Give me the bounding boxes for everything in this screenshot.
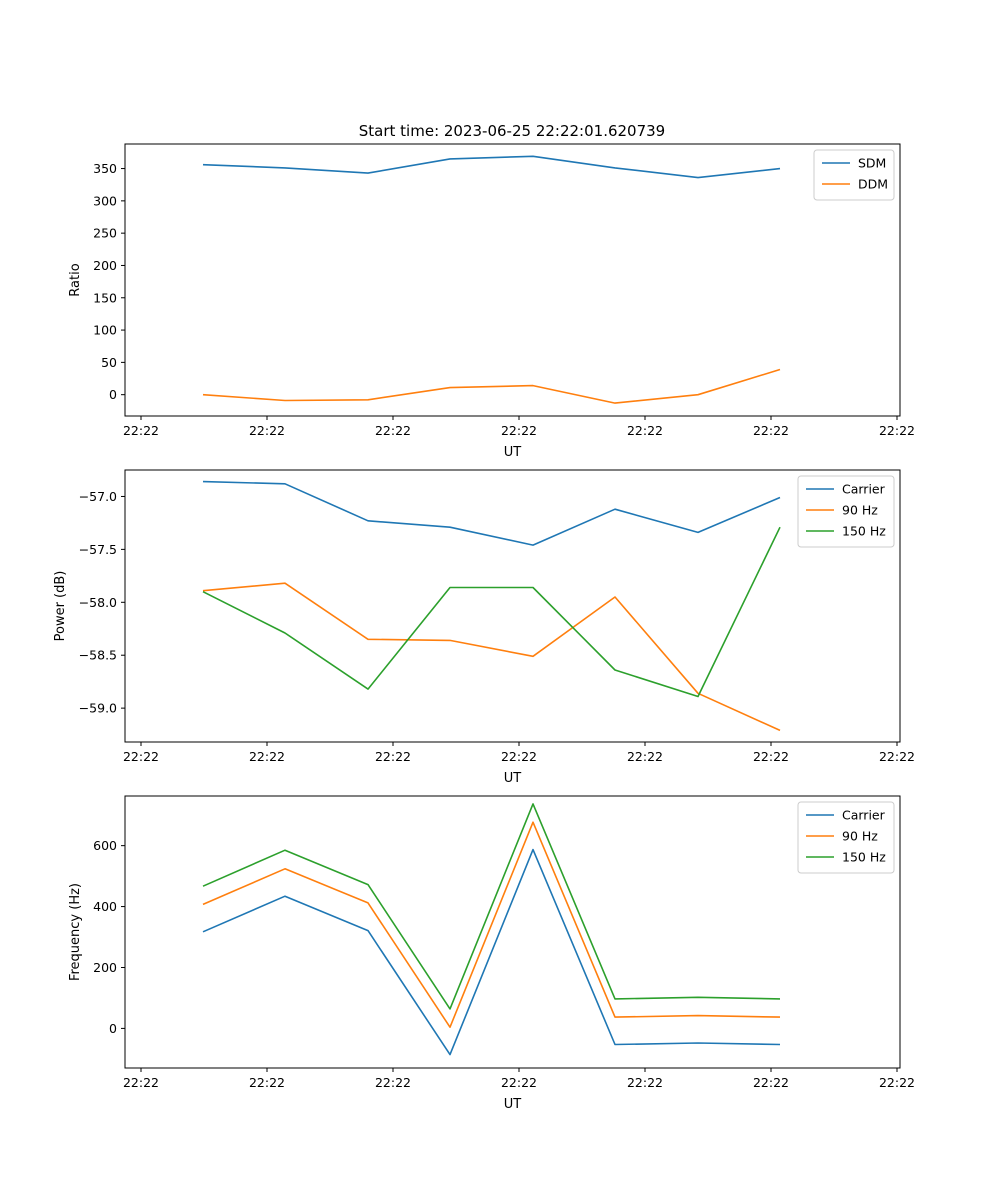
x-tick-label: 22:22 [879,749,915,764]
legend-label: SDM [858,156,886,171]
y-tick-label: −59.0 [79,701,117,716]
series-line-90-hz [202,582,781,732]
x-tick-label: 22:22 [249,1075,285,1090]
x-tick-label: 22:22 [123,1075,159,1090]
legend-box [797,801,895,874]
y-tick-label: 300 [93,193,117,208]
x-tick-label: 22:22 [753,749,789,764]
x-tick-label: 22:22 [627,1075,663,1090]
x-tick-label: 22:22 [501,749,537,764]
x-tick-label: 22:22 [249,423,285,438]
y-axis-label: Power (dB) [53,571,68,642]
y-tick-label: 0 [109,387,117,402]
series-line-90-hz [202,821,781,1028]
x-tick-label: 22:22 [627,749,663,764]
x-axis-label: UT [504,445,522,460]
x-tick-label: 22:22 [249,749,285,764]
figure-title: Start time: 2023-06-25 22:22:01.620739 [359,122,665,140]
y-tick-label: 100 [93,323,117,338]
x-tick-label: 22:22 [375,1075,411,1090]
legend-label: DDM [858,177,888,192]
y-tick-label: 150 [93,290,117,305]
series-line-carrier [202,480,781,546]
series-line-sdm [202,155,781,179]
legend-label: Carrier [842,808,886,823]
y-tick-label: 350 [93,161,117,176]
x-tick-label: 22:22 [501,1075,537,1090]
x-tick-label: 22:22 [375,423,411,438]
y-tick-label: 50 [101,355,117,370]
series-line-150-hz [202,526,781,698]
axes-frame [124,795,901,1069]
legend-label: Carrier [842,482,886,497]
y-tick-label: −58.0 [79,595,117,610]
x-tick-label: 22:22 [123,749,159,764]
y-tick-label: 400 [93,899,117,914]
x-axis-label: UT [504,771,522,786]
y-tick-label: 200 [93,258,117,273]
y-axis-label: Frequency (Hz) [68,883,83,981]
y-tick-label: −58.5 [79,648,117,663]
x-tick-label: 22:22 [879,1075,915,1090]
y-axis-label: Ratio [68,263,83,296]
y-tick-label: 600 [93,838,117,853]
x-tick-label: 22:22 [501,423,537,438]
legend-label: 150 Hz [842,850,886,865]
axes-frame [124,469,901,743]
x-tick-label: 22:22 [123,423,159,438]
series-line-carrier [202,848,781,1056]
y-tick-label: −57.0 [79,489,117,504]
power-panel: 22:22 22:22 22:22 22:22 22:22 22:22 22:22 UT −57… [53,469,915,786]
series-line-ddm [202,368,781,404]
series-line-150-hz [202,803,781,1010]
x-axis-label: UT [504,1097,522,1112]
frequency-panel: 22:22 22:22 22:22 22:22 22:22 22:22 22:22 UT 0 20… [68,795,915,1112]
y-tick-label: 0 [109,1021,117,1036]
x-tick-label: 22:22 [879,423,915,438]
y-tick-label: −57.5 [79,542,117,557]
x-tick-label: 22:22 [753,423,789,438]
legend-label: 90 Hz [842,503,878,518]
y-tick-label: 250 [93,226,117,241]
x-tick-label: 22:22 [753,1075,789,1090]
x-tick-label: 22:22 [375,749,411,764]
legend-label: 150 Hz [842,524,886,539]
axes-frame [124,143,901,417]
y-tick-label: 200 [93,960,117,975]
x-tick-label: 22:22 [627,423,663,438]
legend-box [797,475,895,548]
ratio-panel: 22:22 22:22 22:22 22:22 22:22 22:22 22:22 UT 0 50… [68,143,915,460]
legend-label: 90 Hz [842,829,878,844]
